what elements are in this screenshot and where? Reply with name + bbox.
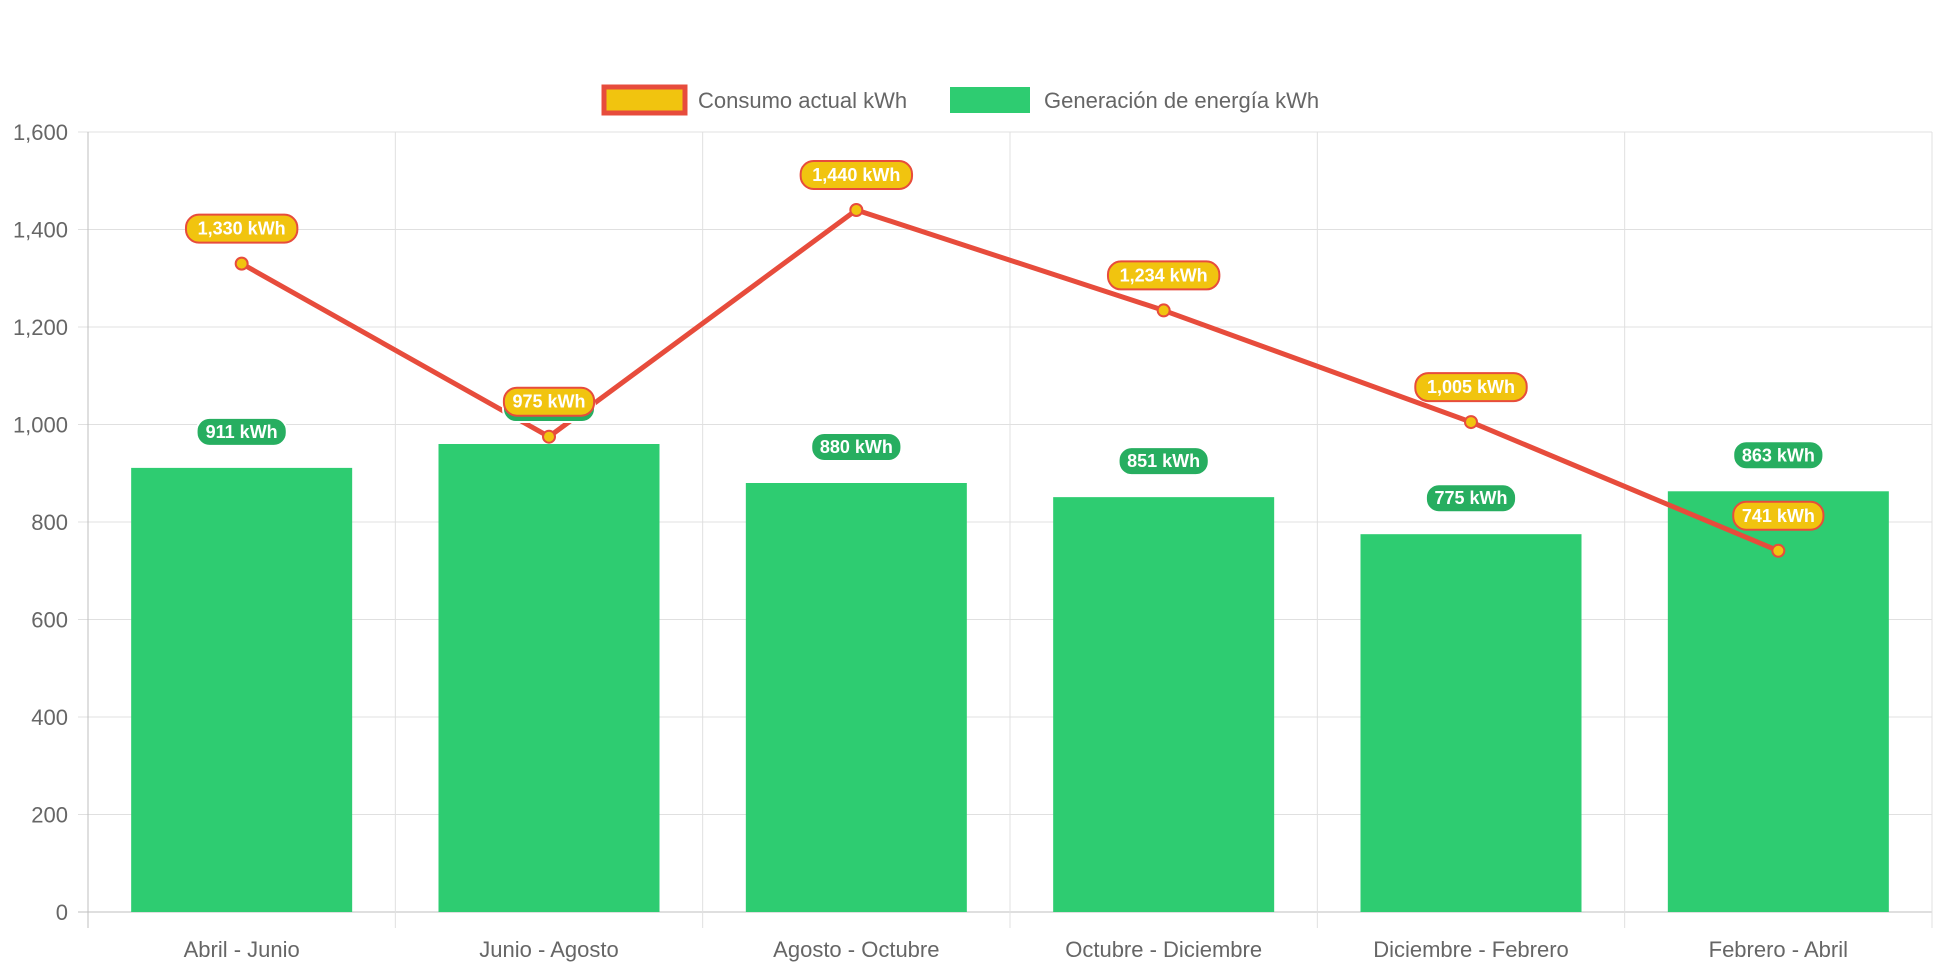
consumption-point [849,203,864,217]
line-data-label-text: 1,234 kWh [1120,265,1208,285]
consumption-point [234,256,249,271]
y-tick-label: 1,600 [13,120,68,145]
consumption-point [1464,415,1478,430]
line-data-label: 1,005 kWh [1414,372,1528,403]
consumption-point [1771,543,1786,558]
line-data-label-text: 975 kWh [512,392,585,412]
y-tick-label: 0 [56,900,68,925]
consumption-point [1156,303,1171,318]
line-data-label: 1,234 kWh [1106,260,1221,291]
y-tick-label: 600 [31,608,68,633]
bar-data-label-bg [195,416,288,447]
line-data-label-text: 1,330 kWh [198,219,286,239]
bar-data-label-bg [1117,446,1210,477]
line-data-label-text: 1,005 kWh [1427,377,1515,397]
bar-data-label-text: 863 kWh [1742,445,1815,465]
x-tick-label: Octubre - Diciembre [1065,937,1262,962]
x-tick-label: Agosto - Octubre [773,937,939,962]
line-data-label-text: 1,440 kWh [812,165,900,185]
line-data-label-text: 741 kWh [1742,506,1815,526]
line-data-label: 1,440 kWh [799,160,914,190]
legend-label-generation: Generación de energía kWh [1044,88,1319,113]
generation-bar [1053,497,1275,912]
x-tick-label: Junio - Agosto [479,937,618,962]
line-data-label-bg [799,160,914,190]
bar-data-label-text: 775 kWh [1434,488,1507,508]
generation-bar [1667,491,1889,912]
bar-data-label: 775 kWh [1424,483,1518,514]
bar-data-label-text: 880 kWh [820,437,893,457]
generation-bar [438,444,660,912]
legend-swatch-generation [950,87,1030,113]
line-data-label-bg [1732,500,1825,531]
bar-data-label: 863 kWh [1732,440,1825,471]
line-data-label: 975 kWh [502,386,596,417]
axis-layer: 0 200 400 600 800 1,000 1,200 1,400 1,600 Abril -… [13,120,1848,962]
y-tick-label: 1,200 [13,315,68,340]
bar-data-label: 880 kWh [810,432,903,462]
bar-data-label-text: 911 kWh [206,422,278,442]
bar-data-label-bg [810,432,903,462]
generation-bar [1360,534,1582,912]
bar-data-label-text: 851 kWh [1127,451,1200,471]
consumption-point [542,429,556,444]
line-layer [234,203,1786,558]
legend-swatch-consumption [601,84,688,116]
generation-bar [131,467,353,912]
y-tick-label: 1,000 [13,413,68,438]
y-tick-label: 400 [31,705,68,730]
grid-layer [78,131,1933,928]
bar-data-label: 911 kWh [195,416,288,447]
y-tick-label: 1,400 [13,218,68,243]
bar-data-label: 851 kWh [1117,446,1210,477]
line-data-label-bg [184,213,299,244]
legend: Consumo actual kWh Generación de energía … [601,84,1319,116]
consumption-line [240,207,1780,554]
legend-label-consumption: Consumo actual kWh [698,88,907,113]
bar-data-label-bg [1424,483,1518,514]
line-data-label-bg [502,386,596,417]
generation-bar [745,483,967,912]
data-labels-layer: 911 kWh 880 kWh 851 kWh 775 kWh 863 kWh 1,330… [184,160,1825,531]
line-data-label: 741 kWh [1732,500,1825,531]
line-data-label: 1,330 kWh [184,213,299,244]
x-tick-label: Diciembre - Febrero [1373,937,1569,962]
bar-data-label-bg [1732,440,1825,471]
line-data-label-bg [1414,372,1528,403]
bars-layer [131,444,1889,912]
y-tick-label: 800 [31,510,68,535]
x-tick-label: Abril - Junio [184,937,300,962]
line-data-label-bg [1106,260,1221,291]
y-tick-label: 200 [31,803,68,828]
x-tick-label: Febrero - Abril [1709,937,1848,962]
